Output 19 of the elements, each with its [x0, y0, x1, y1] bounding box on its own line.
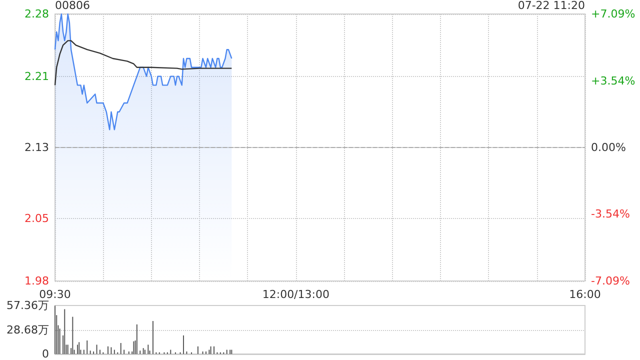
y2-tick-label: +7.09% — [591, 8, 636, 20]
x-tick-label: 12:00/13:00 — [262, 288, 330, 301]
x-tick-label: 16:00 — [569, 288, 601, 301]
y2-tick-label: -3.54% — [591, 208, 630, 221]
y-tick-label: 1.98 — [24, 274, 49, 288]
text: 07-22 11:20 — [518, 0, 586, 12]
y-tick-label: 0 — [42, 348, 49, 360]
y-tick-label: 2.05 — [24, 212, 49, 226]
y2-tick-label: +3.54% — [591, 74, 636, 88]
y-tick-label: 28.68万 — [6, 323, 49, 336]
y2-tick-label: -7.09% — [591, 274, 630, 288]
chart-title: 00806 — [55, 0, 90, 12]
y-tick-label: 2.21 — [24, 70, 49, 83]
y-tick-label: 2.13 — [24, 141, 49, 154]
y2-tick-label: 0.00% — [591, 141, 626, 154]
line-series — [54, 40, 232, 86]
y-tick-label: 57.36万 — [6, 299, 49, 312]
x-tick-label: 09:30 — [39, 288, 71, 301]
y-tick-label: 2.28 — [24, 8, 49, 20]
